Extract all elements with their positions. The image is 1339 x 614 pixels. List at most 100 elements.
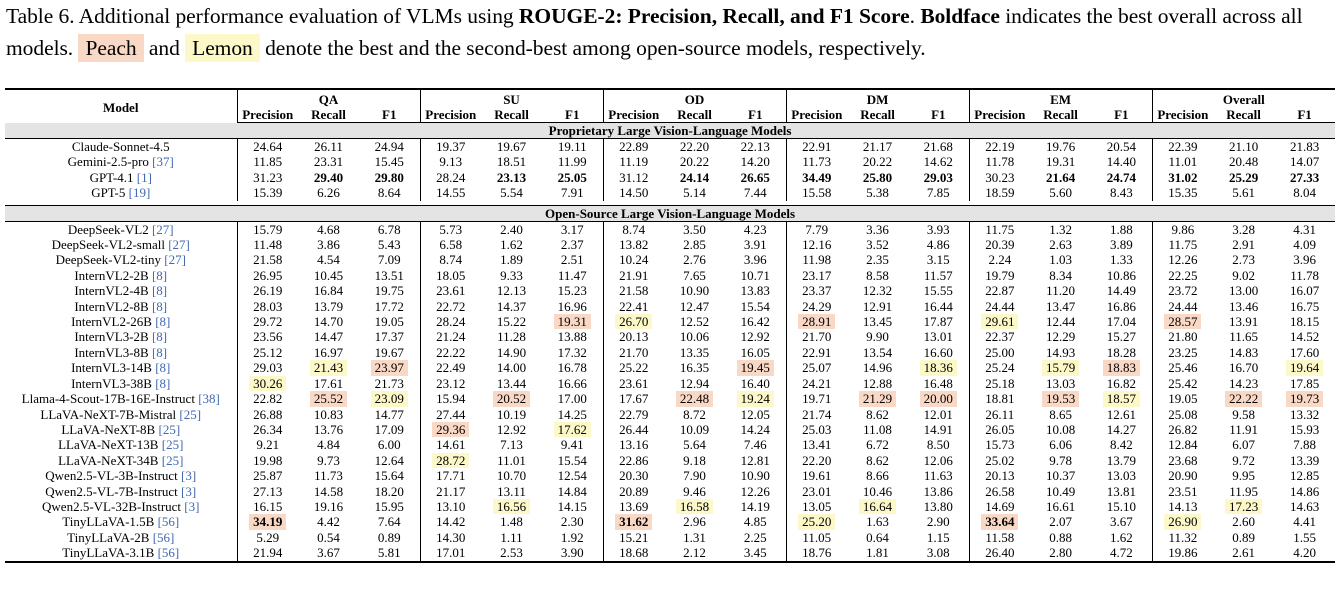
citation-link[interactable]: [56] — [152, 529, 175, 545]
citation-link[interactable]: [38] — [198, 391, 220, 407]
value-cell: 14.63 — [1274, 499, 1335, 514]
citation-link[interactable]: [1] — [136, 169, 152, 185]
cell-value: 1.62 — [1109, 529, 1133, 545]
value-cell: 23.09 — [359, 391, 420, 407]
cell-value: 15.10 — [1106, 498, 1136, 514]
cell-value: 9.72 — [1232, 452, 1255, 468]
value-cell: 3.52 — [847, 237, 908, 252]
value-cell: 27.33 — [1274, 170, 1335, 185]
citation-link[interactable]: [8] — [155, 360, 171, 376]
cell-value: 13.79 — [1106, 452, 1136, 468]
cell-value: 1.03 — [1049, 252, 1072, 268]
value-cell: 27.13 — [236, 483, 298, 499]
value-cell: 25.42 — [1151, 375, 1214, 392]
cell-value: 3.36 — [866, 221, 889, 237]
citation-link[interactable]: [25] — [158, 421, 181, 437]
citation-link[interactable]: [8] — [151, 298, 168, 314]
cell-value: 18.51 — [496, 154, 527, 170]
model-name: GPT-5 — [91, 185, 126, 201]
value-cell: 2.73 — [1213, 252, 1274, 267]
cell-value: 15.45 — [374, 154, 404, 170]
cell-value: 5.54 — [500, 185, 523, 201]
citation-link[interactable]: [3] — [181, 468, 197, 484]
value-cell: 15.54 — [725, 299, 786, 314]
citation-link[interactable]: [27] — [168, 237, 190, 253]
value-cell: 9.18 — [664, 453, 725, 468]
value-cell: 22.37 — [968, 329, 1031, 345]
value-cell: 31.23 — [236, 169, 298, 186]
cell-value: 12.26 — [1168, 252, 1198, 268]
cell-value: 7.46 — [743, 437, 767, 453]
cell-value: 7.91 — [560, 185, 584, 201]
value-cell: 20.90 — [1151, 468, 1214, 484]
value-cell: 6.00 — [359, 437, 420, 452]
citation-link[interactable]: [25] — [161, 452, 184, 468]
value-cell: 22.86 — [602, 452, 665, 469]
citation-link[interactable]: [8] — [155, 375, 171, 391]
table-row: GPT-4.1 [1] 31.23 29.40 29.80 28.24 23.13 25.0… — [5, 169, 1335, 186]
citation-link[interactable]: [27] — [164, 252, 186, 268]
value-cell: 13.83 — [725, 283, 786, 298]
value-cell: 3.90 — [542, 545, 604, 563]
value-cell: 16.15 — [236, 498, 298, 515]
value-cell: 12.44 — [1030, 314, 1091, 329]
citation-link[interactable]: [3] — [184, 498, 200, 514]
value-cell: 16.56 — [481, 498, 542, 515]
cell-value: 11.58 — [985, 529, 1015, 545]
value-cell: 19.86 — [1151, 545, 1214, 563]
citation-link[interactable]: [19] — [128, 185, 151, 201]
cell-value: 2.35 — [866, 252, 889, 268]
value-cell: 21.17 — [419, 483, 482, 499]
citation-link[interactable]: [56] — [157, 545, 180, 561]
citation-link[interactable]: [3] — [181, 483, 197, 499]
cell-value: 14.49 — [1106, 283, 1136, 299]
value-cell: 14.27 — [1091, 422, 1152, 437]
value-cell: 23.37 — [785, 283, 848, 299]
value-cell: 22.49 — [419, 360, 482, 376]
cell-value: 13.00 — [1228, 283, 1259, 299]
value-cell: 13.10 — [419, 498, 482, 515]
cell-value-best-open: 31.62 — [615, 514, 653, 530]
value-cell: 11.95 — [1213, 484, 1274, 499]
cell-value: 23.61 — [619, 375, 649, 391]
value-cell: 2.25 — [725, 530, 786, 545]
value-cell: 11.58 — [968, 529, 1031, 546]
cell-value: 14.20 — [740, 154, 770, 170]
citation-link[interactable]: [8] — [151, 283, 168, 299]
model-name-cell: Qwen2.5-VL-3B-Instruct [3] — [5, 468, 237, 483]
citation-link[interactable]: [25] — [161, 437, 184, 453]
value-cell: 13.80 — [908, 499, 969, 514]
value-cell: 18.81 — [968, 391, 1031, 407]
value-cell: 20.30 — [602, 468, 665, 484]
citation-link[interactable]: [8] — [151, 329, 168, 345]
header-metrics-row: Precision Recall F1 Precision Recall F1 Precis… — [5, 107, 1336, 123]
value-cell: 15.10 — [1091, 499, 1152, 514]
cell-value: 8.58 — [866, 267, 889, 283]
value-cell: 25.24 — [968, 360, 1031, 376]
value-cell: 19.61 — [785, 468, 848, 484]
value-cell: 15.27 — [1091, 329, 1152, 344]
value-cell: 4.09 — [1274, 237, 1335, 252]
table-row: LLaVA-NeXT-13B [25] 9.21 4.84 6.00 14.61 7.13… — [5, 437, 1335, 453]
value-cell: 21.70 — [602, 344, 665, 361]
cell-value: 1.32 — [1049, 221, 1072, 237]
value-cell: 19.73 — [1274, 391, 1335, 407]
value-cell: 2.63 — [1030, 237, 1091, 252]
cell-value-second-open: 23.09 — [370, 391, 408, 407]
value-cell: 13.46 — [1213, 299, 1274, 314]
model-name: InternVL3-2B — [74, 329, 149, 345]
citation-link[interactable]: [8] — [151, 267, 168, 283]
cell-value: 11.28 — [497, 329, 526, 345]
cell-value: 5.64 — [683, 437, 706, 453]
citation-link[interactable]: [56] — [157, 514, 180, 530]
citation-link[interactable]: [25] — [179, 406, 202, 422]
citation-link[interactable]: [27] — [151, 221, 174, 237]
cell-value: 5.29 — [256, 529, 280, 545]
citation-link[interactable]: [37] — [152, 154, 174, 170]
citation-link[interactable]: [8] — [155, 314, 171, 330]
cell-value: 2.40 — [500, 221, 523, 237]
value-cell: 15.54 — [542, 453, 603, 468]
cell-value: 26.05 — [985, 421, 1015, 437]
cell-value: 31.12 — [619, 169, 649, 185]
citation-link[interactable]: [8] — [151, 344, 168, 360]
